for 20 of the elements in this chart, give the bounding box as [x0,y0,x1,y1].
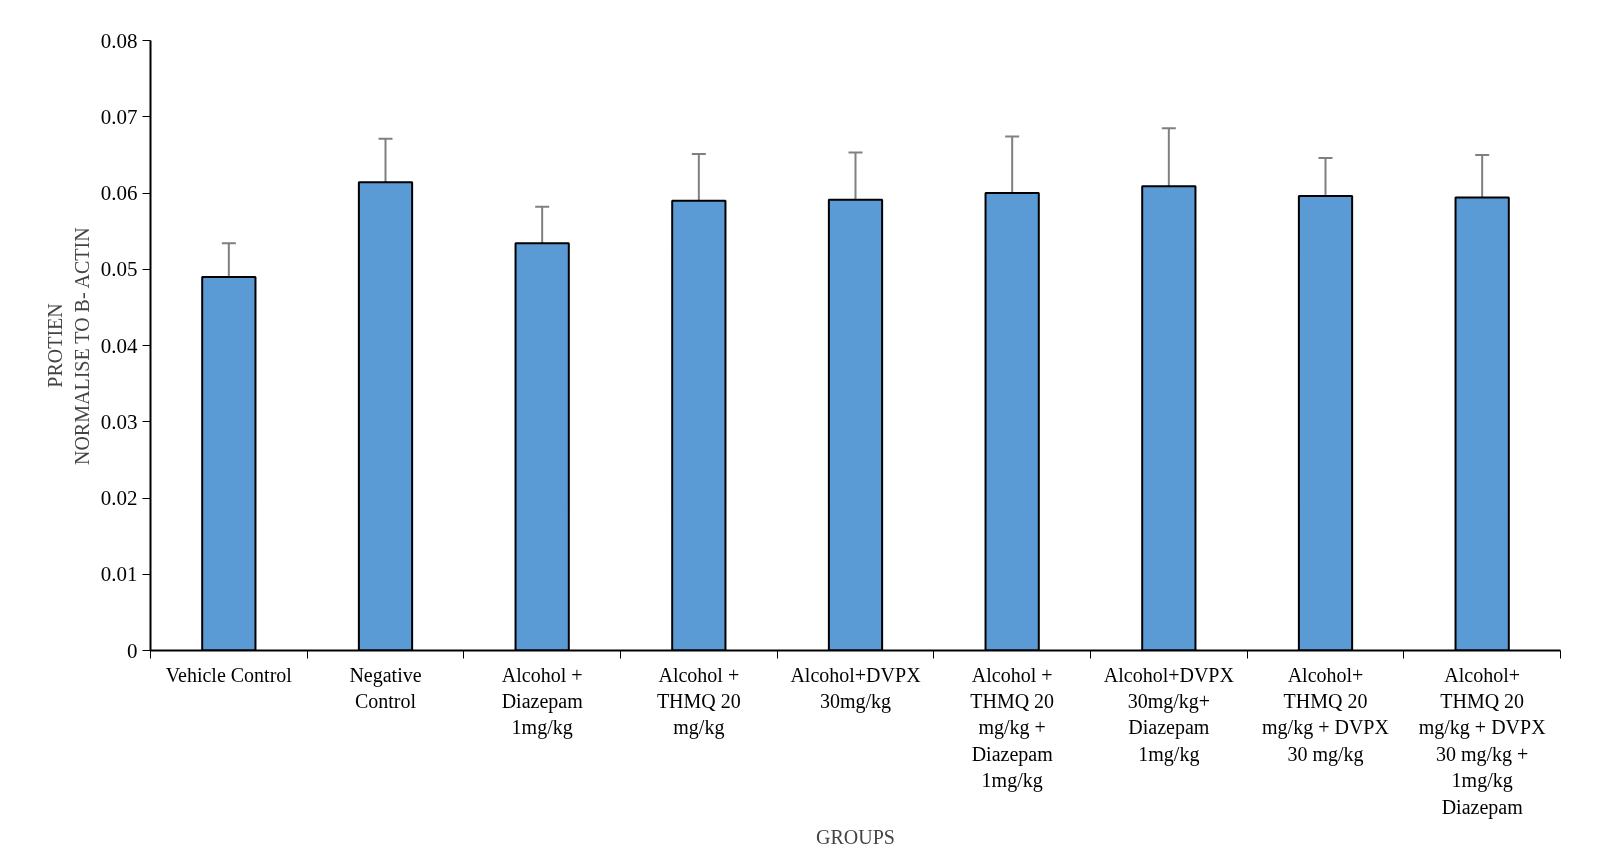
x-tick-label: Alcohol+DVPX 30mg/kg [790,663,922,713]
y-tick-label: 0.01 [100,562,138,587]
x-tick-label: Alcohol+ THMQ 20 mg/kg + DVPX 30 mg/kg + 1mg/kg Diazepam [1418,663,1547,819]
x-tick-label: Negative Control [349,663,422,712]
x-tick-label: Alcohol + THMQ 20 mg/kg + Diazepam 1mg/kg [970,663,1055,793]
y-tick-label: 0.04 [100,333,138,358]
y-tick-label: 0.03 [100,409,138,434]
x-axis-title: GROUPS [816,825,895,848]
y-tick-label: 0 [127,638,138,663]
y-tick-label: 0.02 [100,486,138,510]
y-tick-label: 0.06 [100,181,138,205]
x-tick-label: Alcohol+ THMQ 20 mg/kg + DVPX 30 mg/kg [1262,663,1390,766]
x-tick-label: Alcohol + Diazepam 1mg/kg [501,663,584,740]
x-tick-label: Vehicle Control [165,663,293,686]
x-tick-label: Alcohol+DVPX 30mg/kg+ Diazepam 1mg/kg [1103,663,1235,766]
x-tick-label: Alcohol + THMQ 20 mg/kg [656,663,741,740]
y-tick-label: 0.08 [100,28,138,53]
y-axis-title: PROTIEN NORMALISE TO B- ACTIN [44,227,93,466]
y-tick-label: 0.07 [100,104,138,129]
y-tick-label: 0.05 [100,257,138,282]
